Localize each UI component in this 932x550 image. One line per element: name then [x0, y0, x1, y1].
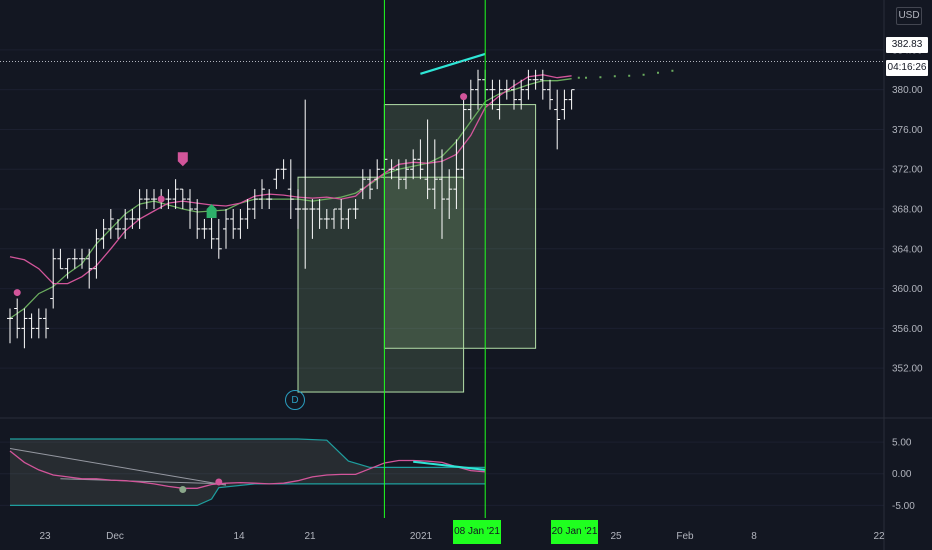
- x-tick-label: 8: [751, 531, 757, 542]
- y-tick-label: 368.00: [892, 205, 923, 216]
- dividend-event-marker[interactable]: D: [285, 390, 305, 410]
- projection-dot: [599, 76, 602, 79]
- osc-marker: [215, 478, 223, 486]
- projection-dot: [642, 73, 645, 76]
- x-tick-label: 14: [233, 531, 245, 542]
- y-tick-label: 376.00: [892, 125, 923, 136]
- projection-dot: [577, 76, 580, 79]
- osc-regression-line: [9, 448, 227, 486]
- osc-line: [9, 450, 486, 489]
- osc-marker: [179, 486, 187, 494]
- last-price-tag: 382.83: [886, 37, 928, 53]
- x-tick-label: Dec: [106, 531, 124, 542]
- y-tick-label: 364.00: [892, 244, 923, 255]
- projection-dot: [585, 76, 587, 79]
- osc-band-lower: [10, 483, 486, 506]
- x-tick-label: 25: [610, 531, 622, 542]
- y-tick-label: 360.00: [892, 284, 923, 295]
- x-tick-label: 2021: [410, 531, 433, 542]
- cursor-date-label-2: 20 Jan '21: [551, 520, 598, 544]
- signal-dot: [460, 93, 468, 101]
- buy-flag-icon: [206, 204, 217, 219]
- sell-flag-icon: [177, 152, 188, 167]
- osc-trend-line: [413, 460, 486, 471]
- osc-band-fill: [10, 439, 486, 506]
- x-tick-label: 21: [304, 531, 316, 542]
- y-tick-label: 352.00: [892, 364, 923, 375]
- osc-y-tick-label: 0.00: [892, 469, 912, 480]
- y-tick-label: 372.00: [892, 165, 923, 176]
- currency-label[interactable]: USD: [896, 7, 922, 25]
- price-trend-line: [420, 52, 486, 75]
- osc-regression-line-2: [60, 478, 227, 485]
- x-tick-label: 23: [39, 531, 51, 542]
- projection-dot: [628, 74, 631, 77]
- osc-y-tick-label: 5.00: [892, 438, 912, 449]
- osc-y-tick-label: -5.00: [892, 501, 915, 512]
- x-tick-label: Feb: [676, 531, 694, 542]
- y-tick-label: 356.00: [892, 324, 923, 335]
- projection-dot: [671, 69, 674, 72]
- cursor-date-label-1: 08 Jan '21: [453, 520, 501, 544]
- projection-dot: [657, 71, 659, 74]
- projection-dot: [613, 75, 616, 78]
- x-tick-label: 22: [873, 531, 885, 542]
- countdown-tag: 04:16:26: [886, 60, 928, 76]
- signal-dot: [157, 195, 165, 203]
- price-zone: [297, 176, 465, 393]
- signal-dot: [13, 289, 21, 297]
- y-tick-label: 380.00: [892, 85, 923, 96]
- price-zone: [383, 104, 537, 349]
- osc-band-upper: [10, 438, 486, 468]
